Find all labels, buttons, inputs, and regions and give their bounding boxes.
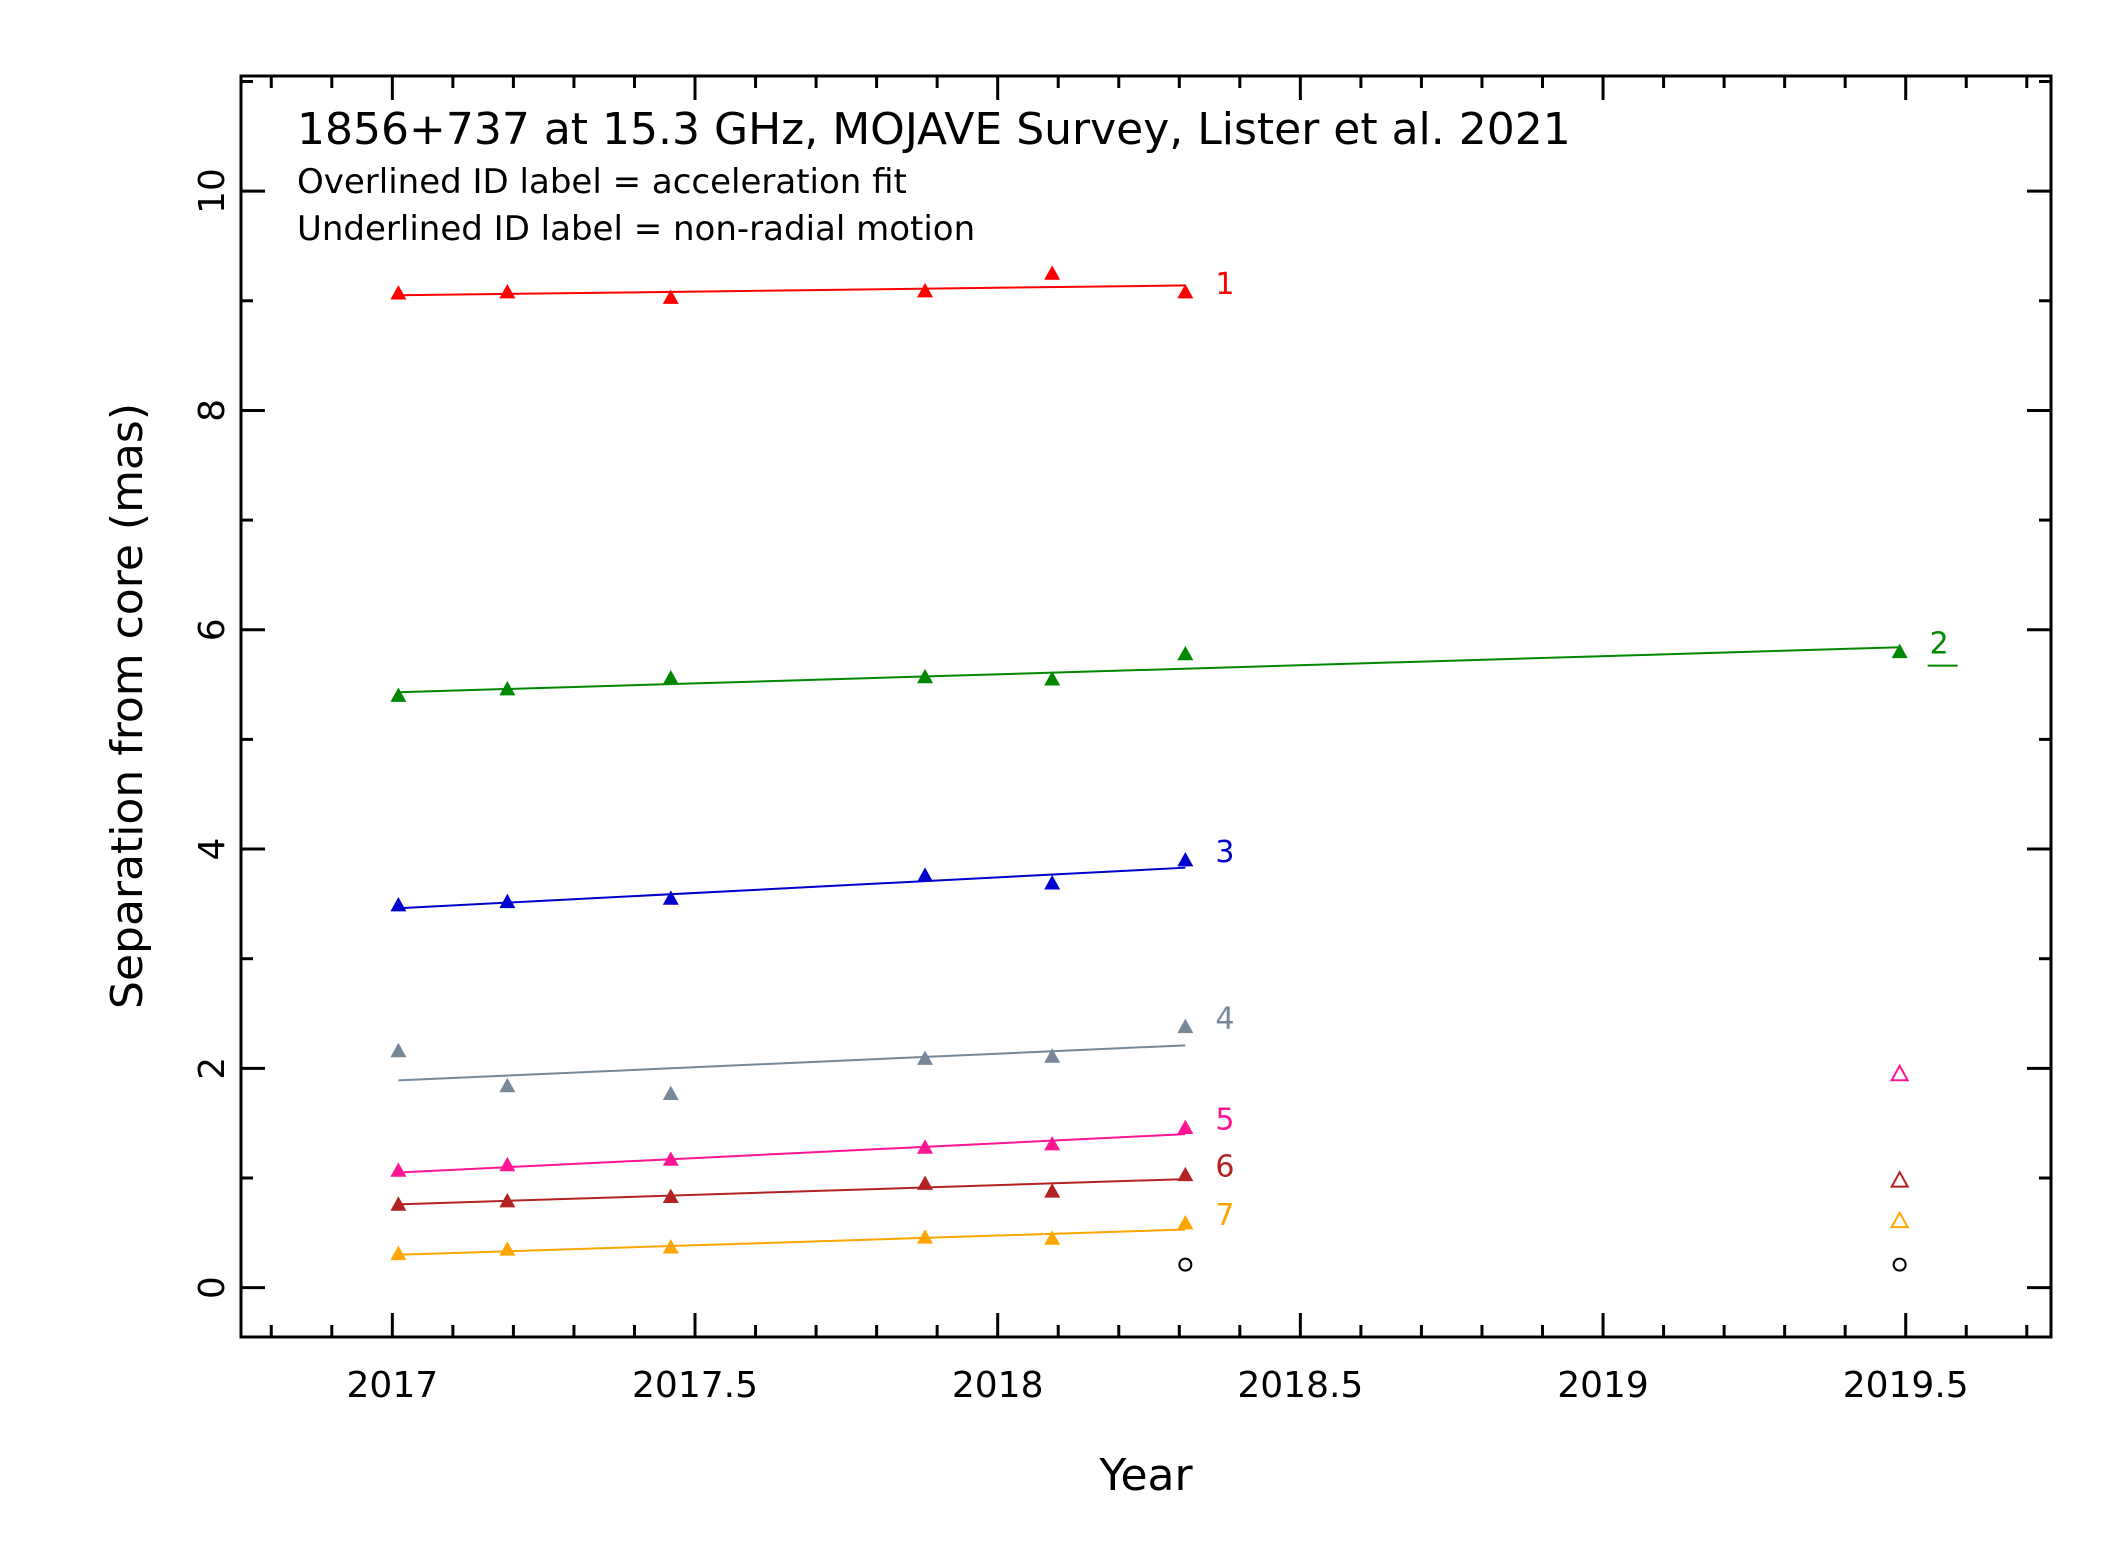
- point-2: [662, 669, 679, 685]
- x-axis-label: Year: [1098, 1450, 1193, 1501]
- point-4: [917, 1050, 934, 1065]
- point-4: [499, 1077, 516, 1093]
- y-tick-label: 4: [192, 838, 233, 861]
- point-7: [499, 1241, 516, 1256]
- y-tick-label: 10: [192, 168, 233, 214]
- point-7: [662, 1239, 679, 1254]
- point-6: [390, 1196, 407, 1211]
- point-2: [1044, 671, 1061, 686]
- axis-ticks: [241, 76, 2051, 1337]
- x-tick-label: 2019: [1557, 1365, 1649, 1406]
- point-4: [1044, 1048, 1061, 1063]
- point-7: [390, 1245, 407, 1261]
- point-1: [662, 289, 679, 304]
- fit-line-2: [398, 646, 1900, 694]
- data-points: [390, 265, 1910, 1272]
- open-point-6: [1889, 1170, 1910, 1188]
- fit-line-1: [398, 284, 1186, 297]
- point-6: [917, 1175, 934, 1190]
- point-5: [662, 1151, 679, 1166]
- point-1: [499, 284, 516, 299]
- point-6: [1177, 1166, 1194, 1182]
- point-3: [917, 867, 934, 882]
- point-2: [1891, 643, 1908, 659]
- fit-lines: [398, 284, 1900, 1256]
- series-labels: 1 2 3 4 5 6 7: [1215, 267, 1958, 1233]
- y-tick-label: 2: [192, 1057, 233, 1080]
- point-2: [390, 687, 407, 702]
- point-3: [390, 896, 407, 912]
- series-label-4: 4: [1215, 1002, 1234, 1037]
- point-2: [917, 668, 934, 684]
- point-3: [1044, 875, 1061, 890]
- y-tick-label: 0: [192, 1276, 233, 1299]
- point-4: [390, 1042, 407, 1058]
- y-axis-label: Separation from core (mas): [102, 403, 153, 1009]
- x-tick-label: 2019.5: [1843, 1365, 1969, 1406]
- note-overlined: Overlined ID label = acceleration fit: [297, 162, 907, 202]
- fit-line-5: [398, 1133, 1186, 1174]
- point-1: [390, 285, 407, 300]
- point-4: [662, 1085, 679, 1100]
- point-4: [1177, 1018, 1194, 1034]
- fit-line-6: [398, 1178, 1186, 1206]
- series-label-6: 6: [1215, 1150, 1234, 1185]
- point-6: [499, 1193, 516, 1208]
- fit-line-3: [398, 866, 1186, 910]
- point-1: [1044, 265, 1061, 280]
- point-1: [1177, 284, 1194, 299]
- series-label-1: 1: [1215, 267, 1234, 302]
- y-tick-label: 6: [192, 618, 233, 641]
- series-label-3: 3: [1215, 835, 1234, 870]
- series-label-5: 5: [1215, 1103, 1234, 1138]
- plot-frame: [239, 74, 2053, 1339]
- note-underlined: Underlined ID label = non-radial motion: [297, 209, 975, 249]
- tick-labels: 2017 2017.5 2018 2018.5 2019 2019.5 0 2 4 6 8 10: [192, 168, 1969, 1406]
- x-tick-label: 2018: [952, 1365, 1044, 1406]
- point-5: [1044, 1136, 1061, 1151]
- core-point: [1892, 1257, 1907, 1272]
- point-5: [917, 1139, 934, 1154]
- point-3: [499, 893, 516, 909]
- open-point-7: [1889, 1210, 1910, 1229]
- core-point: [1178, 1257, 1193, 1272]
- x-tick-label: 2017: [347, 1365, 439, 1406]
- point-3: [662, 890, 679, 905]
- point-7: [1177, 1214, 1194, 1230]
- x-tick-label: 2018.5: [1237, 1365, 1363, 1406]
- point-2: [1177, 645, 1194, 661]
- x-tick-label: 2017.5: [632, 1365, 758, 1406]
- open-point-5: [1889, 1063, 1910, 1082]
- chart-title: 1856+737 at 15.3 GHz, MOJAVE Survey, Lis…: [297, 104, 1571, 155]
- series-label-2: 2: [1930, 627, 1949, 662]
- fit-line-4: [398, 1044, 1186, 1082]
- point-1: [917, 282, 934, 298]
- point-5: [1177, 1119, 1194, 1134]
- point-6: [662, 1188, 679, 1204]
- y-tick-label: 8: [192, 399, 233, 422]
- point-2: [499, 680, 516, 696]
- point-6: [1044, 1183, 1061, 1198]
- series-label-7: 7: [1215, 1198, 1234, 1233]
- point-7: [1044, 1230, 1061, 1245]
- point-3: [1177, 852, 1194, 867]
- point-5: [390, 1162, 407, 1177]
- point-7: [917, 1229, 934, 1244]
- point-5: [499, 1156, 516, 1172]
- fit-line-7: [398, 1228, 1186, 1256]
